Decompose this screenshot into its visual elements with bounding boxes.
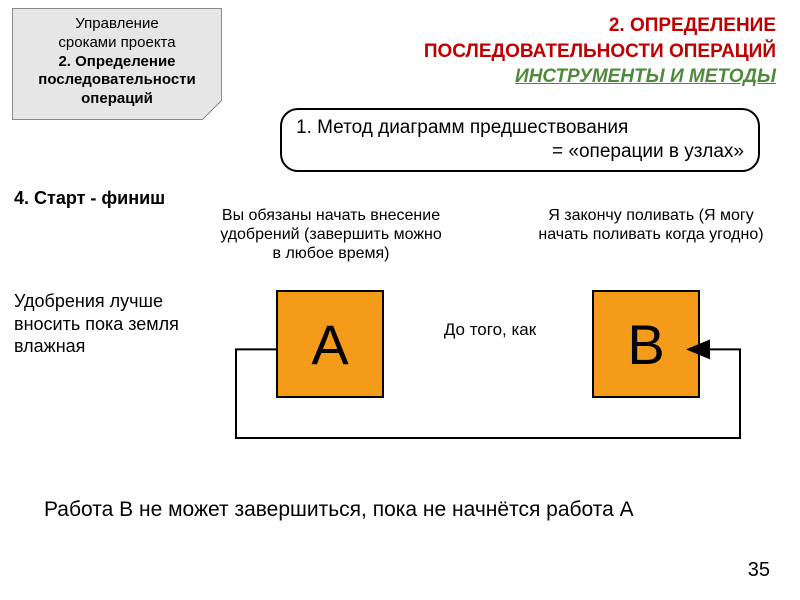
start-finish-label: 4. Старт - финиш [14,188,165,209]
diagram-stage: A B До того, как [220,290,775,450]
conclusion-text: Работа B не может завершиться, пока не н… [44,498,634,522]
note-line: сроками проекта [21,34,213,53]
note-line-bold: последовательности [21,71,213,90]
node-b: B [592,290,700,398]
between-label: До того, как [410,320,570,340]
method-line: 1. Метод диаграмм предшествования [296,116,744,140]
method-callout: 1. Метод диаграмм предшествования = «опе… [280,108,760,172]
title-green-line: ИНСТРУМЕНТЫ И МЕТОДЫ [424,66,776,88]
note-line-bold: операций [21,90,213,109]
title-red-line: ПОСЛЕДОВАТЕЛЬНОСТИ ОПЕРАЦИЙ [424,40,776,64]
note-line: Управление [21,15,213,34]
note-fold-icon [202,100,222,120]
page-number: 35 [748,559,770,582]
desc-a: Вы обязаны начать внесение удобрений (за… [216,206,446,264]
node-b-label: B [627,312,664,377]
desc-b: Я закончу поливать (Я могу начать полива… [536,206,766,244]
note-card: Управление сроками проекта 2. Определени… [12,8,222,120]
node-a: A [276,290,384,398]
side-note: Удобрения лучше вносить пока земля влажн… [14,290,214,358]
title-red-line: 2. ОПРЕДЕЛЕНИЕ [424,14,776,38]
method-line: = «операции в узлах» [296,140,744,164]
node-a-label: A [311,312,348,377]
note-line-bold: 2. Определение [21,53,213,72]
slide-title: 2. ОПРЕДЕЛЕНИЕ ПОСЛЕДОВАТЕЛЬНОСТИ ОПЕРАЦ… [424,14,776,88]
